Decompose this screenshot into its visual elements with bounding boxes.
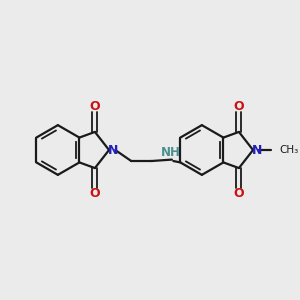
- Text: O: O: [234, 187, 244, 200]
- Text: N: N: [108, 143, 118, 157]
- Text: O: O: [90, 100, 100, 113]
- Text: O: O: [90, 187, 100, 200]
- Text: N: N: [252, 143, 262, 157]
- Text: O: O: [234, 100, 244, 113]
- Text: CH₃: CH₃: [279, 145, 298, 155]
- Text: NH: NH: [160, 146, 180, 159]
